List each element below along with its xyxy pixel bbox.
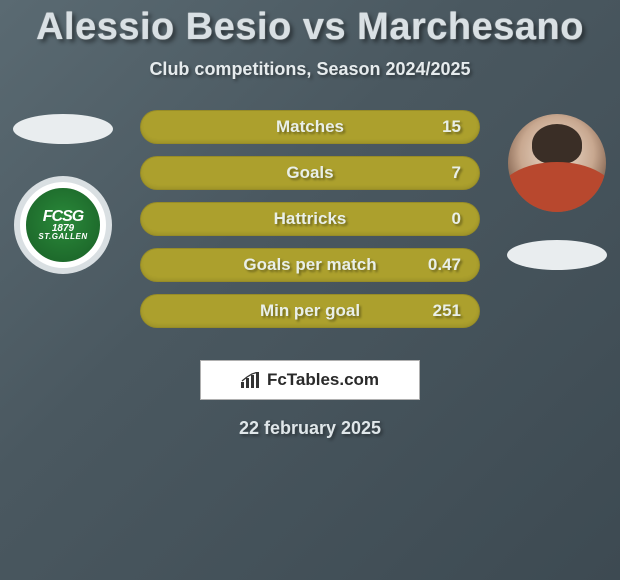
stat-row-matches: Matches 15 (140, 110, 480, 144)
player1-club-badge: FCSG 1879 ST.GALLEN (14, 176, 112, 274)
stat-right: 15 (431, 117, 461, 137)
player2-club-placeholder (507, 240, 607, 270)
stat-right: 0 (431, 209, 461, 229)
stat-row-min-per-goal: Min per goal 251 (140, 294, 480, 328)
stat-label: Matches (141, 117, 479, 137)
subtitle: Club competitions, Season 2024/2025 (0, 59, 620, 80)
stat-row-hattricks: Hattricks 0 (140, 202, 480, 236)
badge-line1: FCSG (43, 210, 83, 224)
stat-label: Goals (141, 163, 479, 183)
stat-right: 7 (431, 163, 461, 183)
card: Alessio Besio vs Marchesano Club competi… (0, 0, 620, 580)
player2-photo (508, 114, 606, 212)
right-player-col (502, 110, 612, 340)
stat-rows: Matches 15 Goals 7 Hattricks 0 Goals per… (140, 110, 480, 340)
stat-row-goals: Goals 7 (140, 156, 480, 190)
chart-icon (241, 372, 261, 388)
date-text: 22 february 2025 (0, 418, 620, 439)
stats-area: FCSG 1879 ST.GALLEN Matches 15 Goals 7 (0, 110, 620, 340)
player1-photo-placeholder (13, 114, 113, 144)
page-title: Alessio Besio vs Marchesano (0, 6, 620, 49)
left-player-col: FCSG 1879 ST.GALLEN (8, 110, 118, 340)
stat-right: 0.47 (428, 255, 461, 275)
branding-box: FcTables.com (200, 360, 420, 400)
stat-right: 251 (431, 301, 461, 321)
stat-label: Min per goal (141, 301, 479, 321)
badge-line3: ST.GALLEN (38, 233, 87, 240)
badge-fcsg: FCSG 1879 ST.GALLEN (23, 185, 103, 265)
stat-row-goals-per-match: Goals per match 0.47 (140, 248, 480, 282)
stat-label: Hattricks (141, 209, 479, 229)
branding-text: FcTables.com (267, 370, 379, 390)
